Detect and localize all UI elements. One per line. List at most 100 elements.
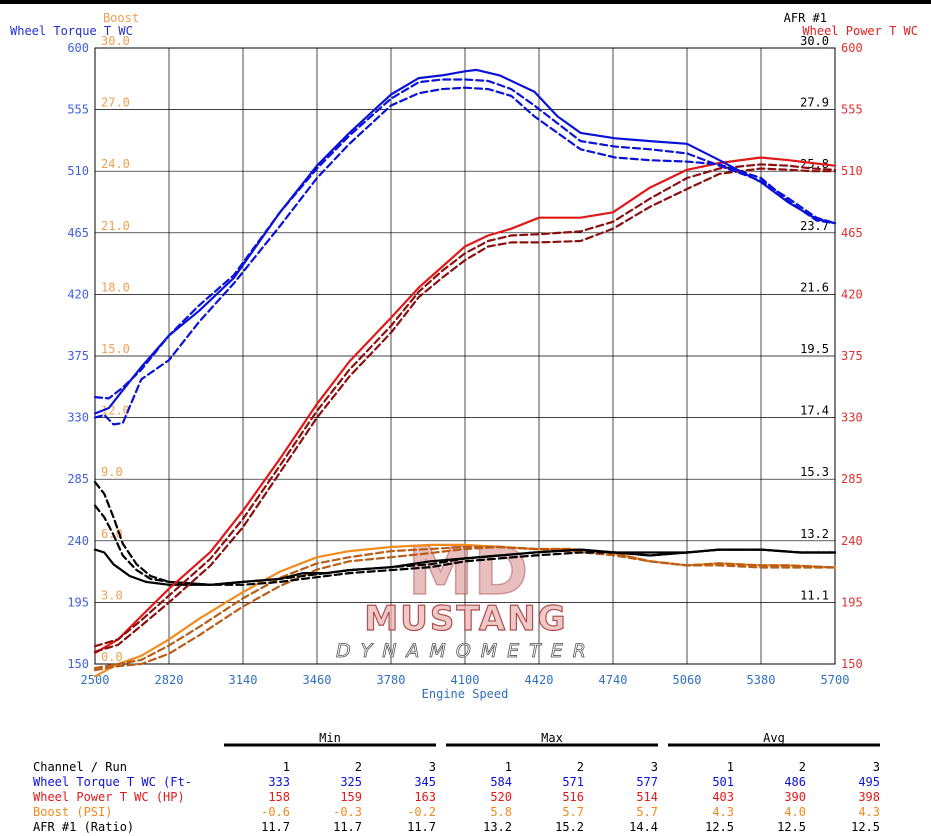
afr-tick-label: 19.5 (800, 342, 829, 356)
boost-tick-label: 15.0 (101, 342, 130, 356)
x-tick-label: 2500 (81, 673, 110, 687)
x-tick-label: 2820 (155, 673, 184, 687)
table-cell-value: 15.2 (555, 820, 584, 834)
series-boost-run-2 (93, 545, 837, 672)
table-run-number: 3 (873, 760, 880, 774)
table-cell-value: 571 (562, 775, 584, 789)
x-tick-label: 4740 (599, 673, 628, 687)
table-cell-value: 5.8 (490, 805, 512, 819)
boost-tick-label: 9.0 (101, 465, 123, 479)
watermark-sub: DYNAMOMETER (336, 640, 596, 662)
table-group-header: Min (319, 731, 341, 745)
torque-axis-title: Wheel Torque T WC (10, 24, 133, 38)
torque-tick-label: 510 (67, 164, 89, 178)
x-tick-label: 4100 (451, 673, 480, 687)
x-tick-label: 5380 (747, 673, 776, 687)
afr-tick-label: 13.2 (800, 527, 829, 541)
table-cell-value: -0.6 (261, 805, 290, 819)
table-cell-value: 4.3 (712, 805, 734, 819)
table-row-label: Wheel Torque T WC (Ft- (33, 775, 192, 789)
x-axis-label: Engine Speed (422, 687, 509, 701)
boost-tick-label: 18.0 (101, 280, 130, 294)
power-tick-label: 465 (841, 226, 863, 240)
table-cell-value: 12.5 (705, 820, 734, 834)
series-torque-run-1 (93, 68, 837, 415)
power-tick-label: 150 (841, 657, 863, 671)
afr-tick-label: 17.4 (800, 404, 829, 418)
power-axis-title: Wheel Power T WC (802, 24, 918, 38)
torque-tick-label: 330 (67, 411, 89, 425)
table-cell-value: 345 (414, 775, 436, 789)
torque-tick-label: 285 (67, 472, 89, 486)
afr-tick-label: 27.9 (800, 96, 829, 110)
table-cell-value: 516 (562, 790, 584, 804)
x-tick-label: 5060 (673, 673, 702, 687)
table-cell-value: 486 (784, 775, 806, 789)
table-run-number: 2 (799, 760, 806, 774)
afr-tick-label: 30.0 (800, 34, 829, 48)
table-cell-value: 11.7 (333, 820, 362, 834)
table-cell-value: 5.7 (636, 805, 658, 819)
table-cell-value: 325 (340, 775, 362, 789)
table-run-number: 1 (283, 760, 290, 774)
afr-tick-label: 21.6 (800, 280, 829, 294)
series-power-run-1 (93, 156, 837, 655)
table-cell-value: 333 (268, 775, 290, 789)
power-tick-label: 375 (841, 349, 863, 363)
table-run-number: 1 (727, 760, 734, 774)
power-tick-label: 510 (841, 164, 863, 178)
table-cell-value: 390 (784, 790, 806, 804)
table-run-number: 2 (355, 760, 362, 774)
table-cell-value: -0.3 (333, 805, 362, 819)
table-row-label: Boost (PSI) (33, 805, 112, 819)
series-torque-run-2 (93, 86, 837, 426)
table-run-number: 3 (651, 760, 658, 774)
torque-tick-label: 600 (67, 41, 89, 55)
torque-tick-label: 150 (67, 657, 89, 671)
power-tick-label: 330 (841, 411, 863, 425)
table-cell-value: 14.4 (629, 820, 658, 834)
afr-axis-title: AFR #1 (784, 11, 827, 25)
power-tick-label: 555 (841, 103, 863, 117)
table-cell-value: 403 (712, 790, 734, 804)
series-layer (93, 68, 837, 678)
torque-tick-label: 240 (67, 534, 89, 548)
table-cell-value: 11.7 (261, 820, 290, 834)
torque-tick-label: 375 (67, 349, 89, 363)
table-run-number: 3 (429, 760, 436, 774)
table-cell-value: 398 (858, 790, 880, 804)
power-tick-label: 420 (841, 287, 863, 301)
watermark-name: MUSTANG (364, 599, 567, 639)
top-border (0, 0, 931, 4)
torque-tick-label: 420 (67, 287, 89, 301)
table-cell-value: 514 (636, 790, 658, 804)
series-power-run-3 (93, 163, 837, 648)
boost-axis-title: Boost (103, 11, 139, 25)
table-group-header: Max (541, 731, 563, 745)
table-cell-value: 11.7 (407, 820, 436, 834)
table-run-number: 1 (505, 760, 512, 774)
table-cell-value: 4.0 (784, 805, 806, 819)
torque-tick-label: 555 (67, 103, 89, 117)
power-tick-label: 285 (841, 472, 863, 486)
table-run-number: 2 (577, 760, 584, 774)
table-cell-value: -0.2 (407, 805, 436, 819)
power-tick-label: 195 (841, 595, 863, 609)
series-afr-run-3 (93, 504, 837, 586)
summary-table: Min Max Avg Channel / Run 1 2 3 1 2 3 1 2 3 Wheel Tor… (33, 731, 880, 834)
boost-tick-label: 27.0 (101, 96, 130, 110)
table-cell-value: 13.2 (483, 820, 512, 834)
power-tick-label: 600 (841, 41, 863, 55)
x-tick-label: 3140 (229, 673, 258, 687)
boost-tick-label: 24.0 (101, 157, 130, 171)
series-power-run-2 (93, 167, 837, 653)
table-cell-value: 520 (490, 790, 512, 804)
table-cell-value: 4.3 (858, 805, 880, 819)
table-cell-value: 495 (858, 775, 880, 789)
x-tick-label: 3460 (303, 673, 332, 687)
series-boost-run-3 (93, 545, 837, 670)
table-cell-value: 577 (636, 775, 658, 789)
torque-tick-label: 195 (67, 595, 89, 609)
